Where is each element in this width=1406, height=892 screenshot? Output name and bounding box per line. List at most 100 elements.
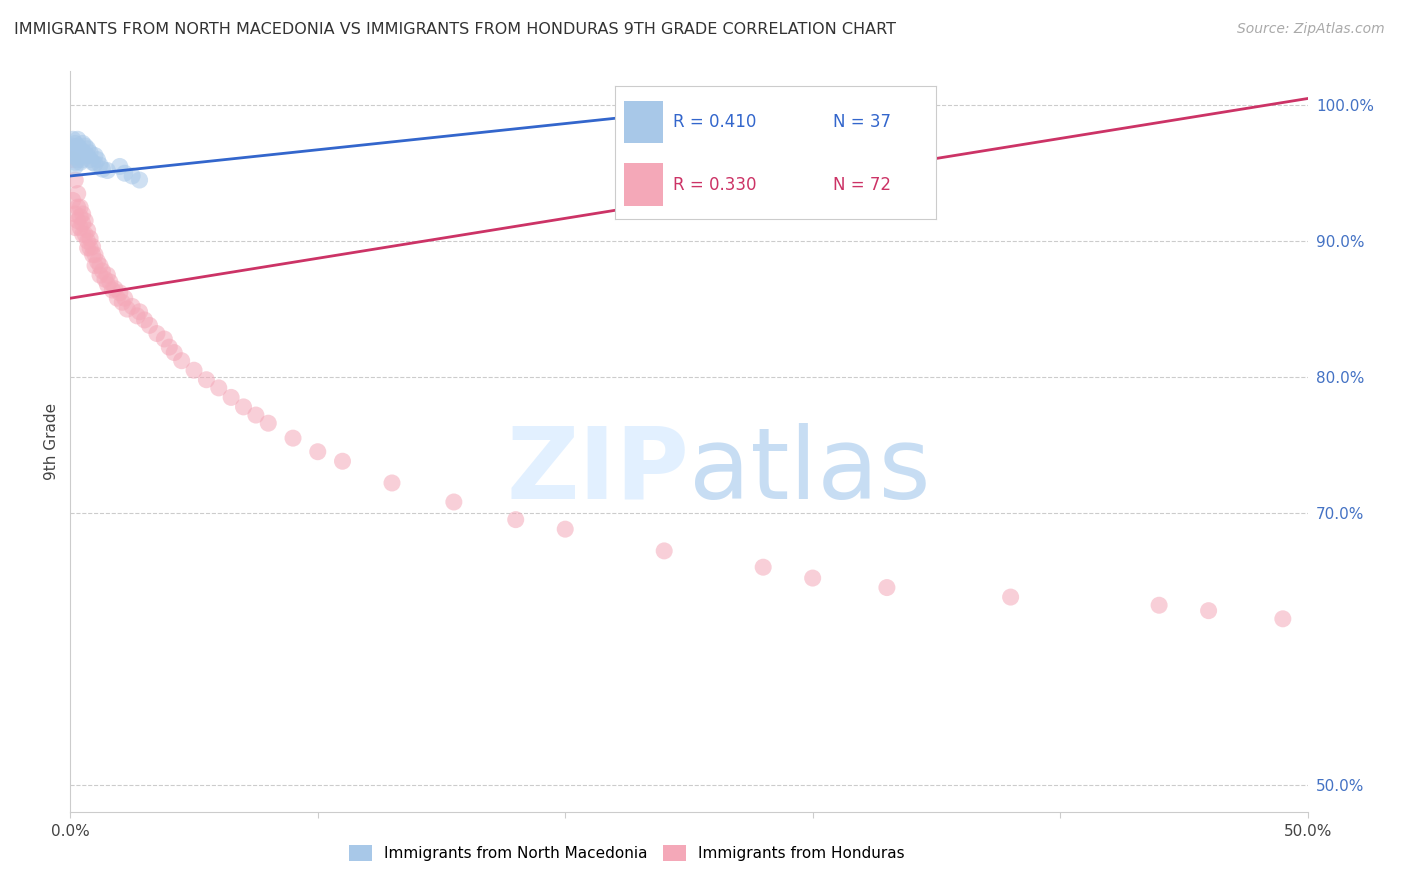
Point (111, 295, 134, 310)
Point (146, 326, 169, 341)
Point (138, 318, 160, 333)
Point (752, 560, 775, 574)
Point (128, 305, 150, 319)
Point (96, 163, 118, 178)
Point (554, 522, 576, 536)
Point (65, 207, 87, 221)
Point (1000, 590, 1022, 604)
Point (652, 544, 675, 558)
Point (62, 194, 84, 208)
Point (84, 148, 107, 162)
Point (1271, 612, 1294, 626)
Text: Source: ZipAtlas.com: Source: ZipAtlas.com (1237, 22, 1385, 37)
Point (876, 581, 898, 595)
Point (98, 275, 121, 289)
Point (66, 139, 89, 153)
Point (114, 291, 136, 305)
Point (232, 400, 254, 414)
Point (66, 186, 89, 201)
Point (121, 299, 143, 313)
Point (183, 363, 205, 377)
Point (281, 431, 304, 445)
Point (128, 173, 150, 187)
Point (65, 155, 87, 169)
Point (86, 153, 108, 167)
Point (72, 153, 94, 167)
Point (170, 353, 193, 368)
Point (82, 155, 104, 169)
Point (76, 148, 98, 162)
Point (62, 145, 84, 160)
Point (801, 571, 824, 585)
Point (208, 381, 231, 395)
Point (65, 150, 87, 164)
Point (82, 248, 104, 262)
Point (69, 210, 91, 224)
Point (69, 200, 91, 214)
Point (101, 283, 124, 297)
Point (96, 277, 118, 292)
Point (65, 220, 87, 235)
Legend: Immigrants from North Macedonia, Immigrants from Honduras: Immigrants from North Macedonia, Immigra… (343, 838, 911, 867)
Point (79, 145, 101, 160)
Point (66, 214, 89, 228)
Point (104, 282, 127, 296)
Point (79, 241, 101, 255)
Point (89, 268, 111, 282)
Point (75, 147, 97, 161)
Point (66, 132, 89, 146)
Y-axis label: 9th Grade: 9th Grade (44, 403, 59, 480)
Point (62, 132, 84, 146)
Point (79, 153, 101, 167)
Point (134, 313, 156, 327)
Point (86, 254, 108, 268)
Point (94, 272, 117, 286)
Point (219, 391, 242, 405)
Point (127, 309, 149, 323)
Point (153, 332, 176, 346)
Point (1198, 604, 1220, 618)
Point (84, 259, 107, 273)
Point (157, 340, 180, 354)
Point (72, 207, 94, 221)
Point (82, 239, 104, 253)
Point (332, 454, 354, 468)
Text: ZIP: ZIP (506, 423, 689, 520)
Point (163, 345, 186, 359)
Point (72, 136, 94, 151)
Point (65, 160, 87, 174)
Point (121, 169, 143, 183)
Point (72, 227, 94, 242)
Point (443, 495, 465, 509)
Point (195, 373, 218, 387)
Point (66, 153, 89, 167)
Point (1147, 599, 1170, 613)
Point (765, 106, 787, 120)
Point (108, 285, 131, 300)
Point (76, 223, 98, 237)
Point (89, 259, 111, 273)
Point (79, 231, 101, 245)
Point (69, 142, 91, 156)
Point (245, 408, 267, 422)
Point (72, 145, 94, 159)
Point (381, 475, 404, 490)
Point (89, 158, 111, 172)
Point (307, 444, 329, 458)
Point (84, 157, 107, 171)
Point (76, 234, 98, 248)
Point (91, 264, 114, 278)
Point (727, 101, 749, 115)
Point (76, 142, 98, 156)
Text: atlas: atlas (689, 423, 931, 520)
Point (62, 139, 84, 153)
Point (76, 241, 98, 255)
Point (257, 416, 280, 430)
Point (69, 155, 91, 169)
Point (62, 153, 84, 167)
Point (114, 166, 136, 180)
Point (505, 513, 527, 527)
Point (65, 142, 87, 156)
Text: IMMIGRANTS FROM NORTH MACEDONIA VS IMMIGRANTS FROM HONDURAS 9TH GRADE CORRELATIO: IMMIGRANTS FROM NORTH MACEDONIA VS IMMIG… (14, 22, 896, 37)
Point (72, 217, 94, 231)
